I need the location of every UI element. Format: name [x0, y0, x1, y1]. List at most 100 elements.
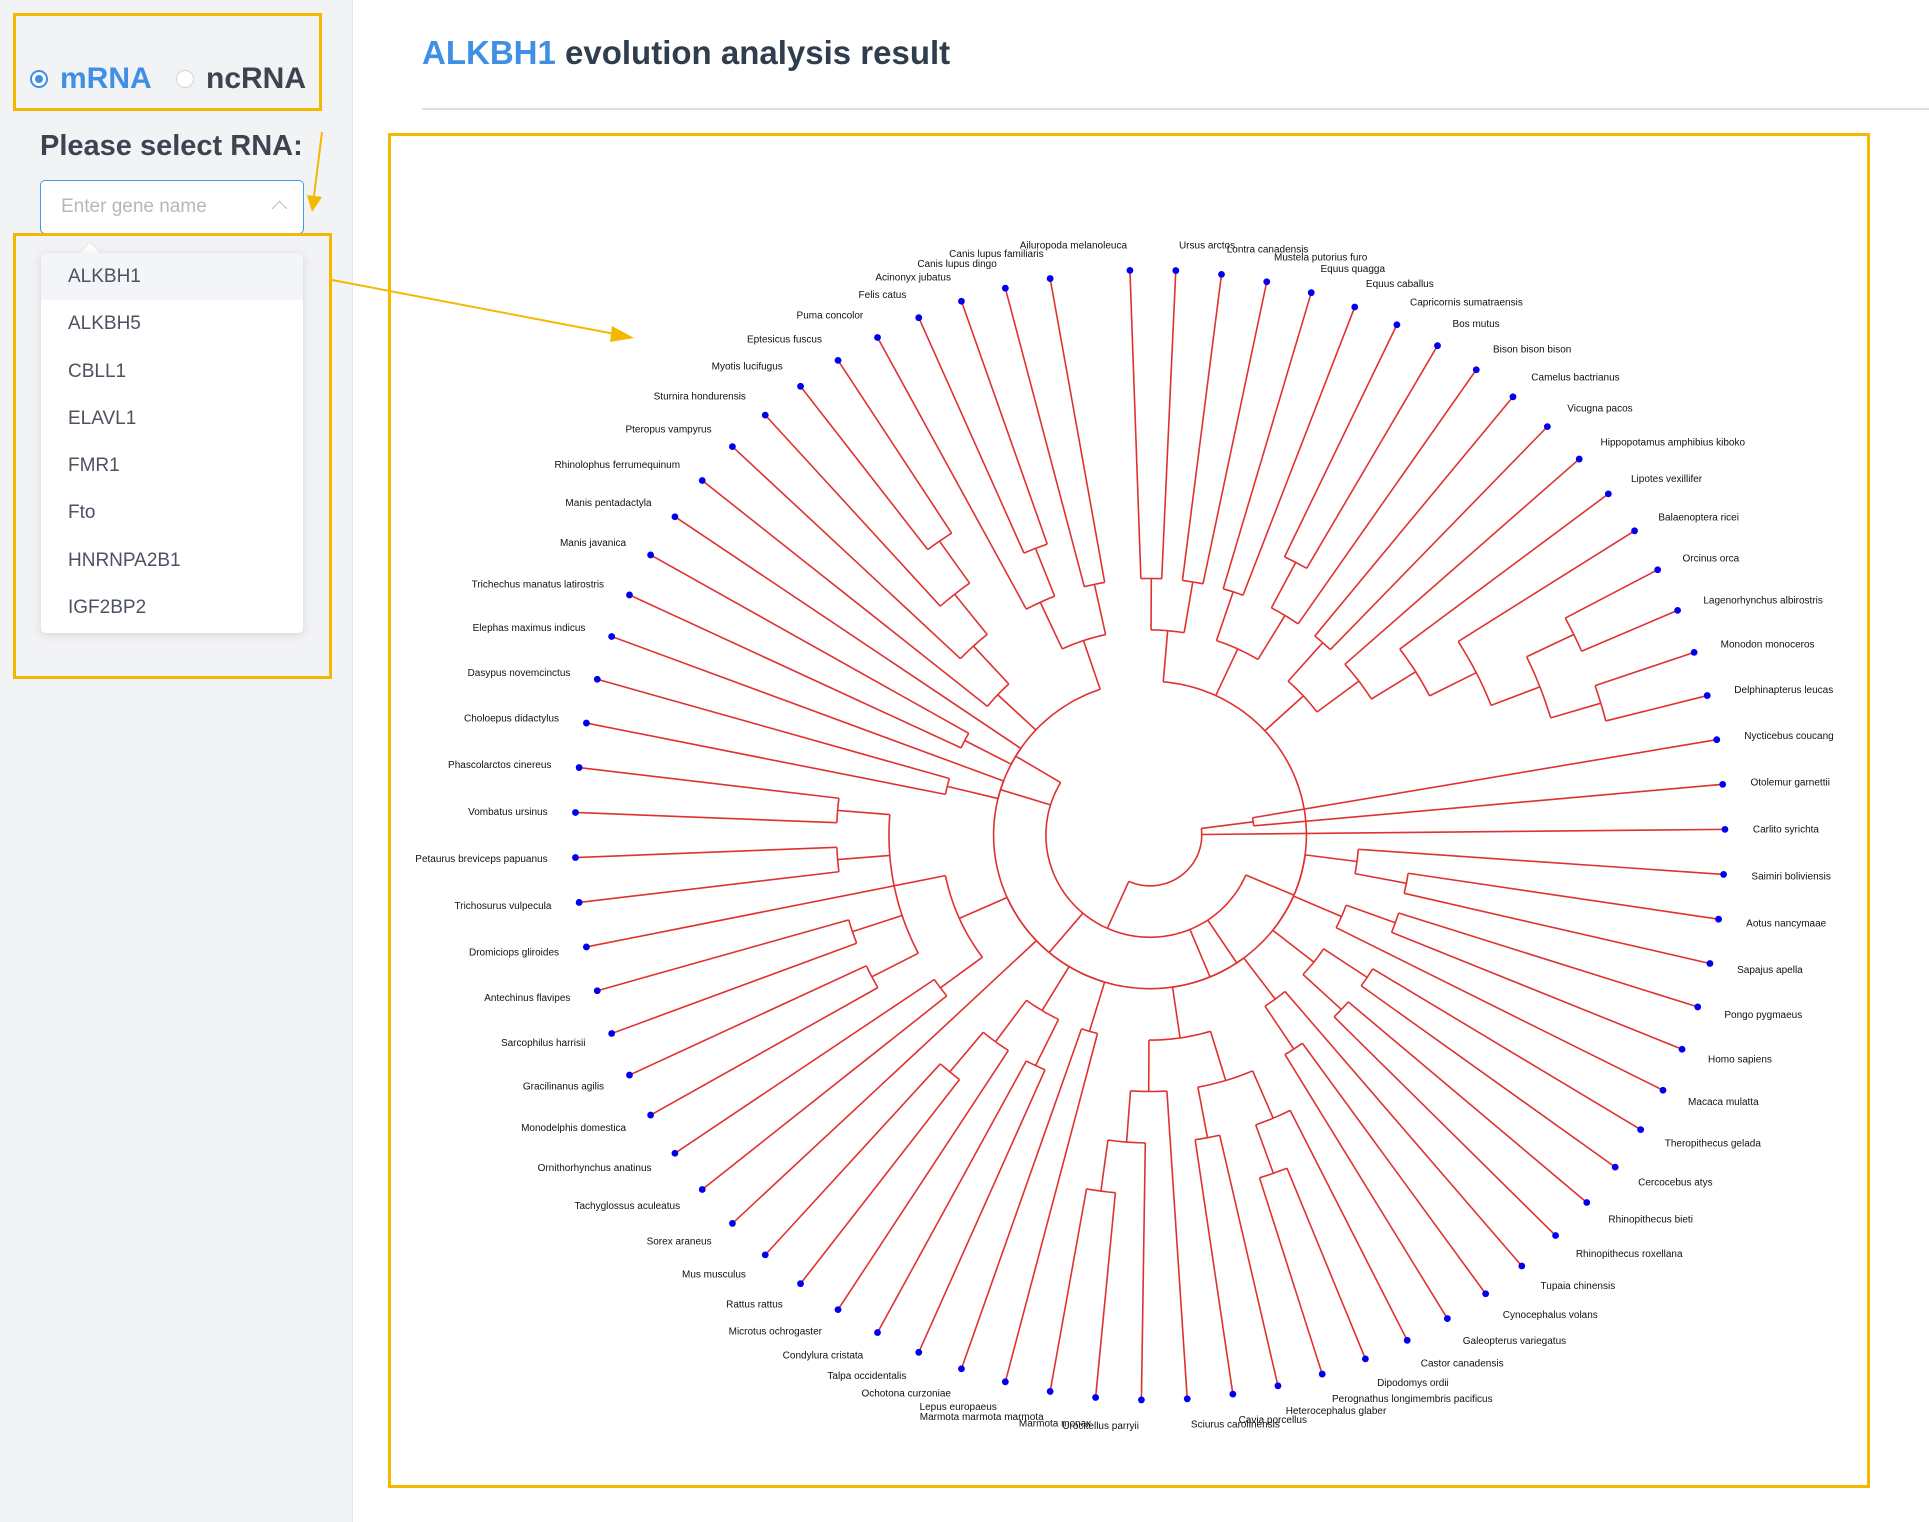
tip-node — [1434, 342, 1441, 350]
gene-option[interactable]: ALKBH1 — [41, 253, 303, 301]
tree-arc — [1390, 912, 1400, 933]
tip-label: Manis javanica — [560, 538, 627, 549]
gene-option[interactable]: HNRNPA2B1 — [68, 549, 181, 571]
tree-arc — [986, 683, 1010, 707]
tree-arc — [1150, 629, 1185, 634]
gene-option[interactable]: Fto — [68, 502, 96, 524]
tree-arc — [1197, 1070, 1253, 1088]
tip-node — [1659, 1086, 1667, 1094]
gene-search-input[interactable] — [59, 195, 263, 219]
tree-arc — [1399, 648, 1431, 697]
gene-select[interactable] — [40, 180, 304, 234]
tip-node — [1001, 284, 1009, 292]
radio-mrna-label: mRNA — [60, 62, 152, 95]
tip-node — [1318, 1370, 1326, 1378]
tree-branch — [1215, 648, 1239, 696]
page-title: ALKBH1 evolution analysis result — [422, 34, 950, 72]
tip-label: Orcinus orca — [1683, 553, 1740, 564]
tree-branch — [1564, 569, 1659, 619]
tree-arc — [1195, 1134, 1220, 1141]
tree-branch — [837, 854, 890, 861]
gene-option[interactable]: ALKBH5 — [68, 313, 141, 335]
tree-branch — [1344, 458, 1580, 665]
tree-arc — [888, 814, 920, 954]
gene-option[interactable]: FMR1 — [68, 455, 120, 477]
tree-branch — [1166, 1090, 1189, 1399]
tip-label: Perognathus longimembris pacificus — [1332, 1394, 1493, 1405]
tip-node — [761, 1251, 769, 1259]
tree-arc — [1149, 1030, 1211, 1041]
tree-branch — [997, 694, 1037, 731]
tree-branch — [1333, 1016, 1557, 1237]
tip-label: Pteropus vampyrus — [625, 425, 711, 436]
tree-branch — [1287, 642, 1324, 682]
tree-branch — [1258, 1177, 1323, 1375]
tip-label: Equus quagga — [1321, 264, 1386, 275]
tip-label: Manis pentadactyla — [565, 498, 652, 509]
tip-label: Mus musculus — [682, 1269, 746, 1280]
tree-branch — [1399, 493, 1609, 650]
tip-label: Trichechus manatus latirostris — [472, 580, 604, 591]
tree-arc — [1354, 849, 1359, 874]
tip-node — [1721, 825, 1729, 833]
tip-node — [583, 943, 590, 951]
tree-branch — [799, 1079, 961, 1285]
tree-branch — [650, 554, 970, 735]
tree-arc — [960, 732, 970, 749]
tip-node — [671, 513, 679, 521]
tip-label: Dasypus novemcinctus — [468, 668, 571, 679]
annotation-arrow-right — [331, 279, 616, 335]
tree-branch — [1125, 1090, 1132, 1143]
tree-branches — [575, 270, 1725, 1400]
tree-arc — [1259, 1167, 1288, 1179]
radio-mrna[interactable]: mRNA — [30, 62, 152, 96]
tip-node — [1126, 266, 1134, 274]
tree-branch — [1194, 1139, 1234, 1395]
tip-label: Dipodomys ordii — [1377, 1378, 1449, 1389]
tip-label: Microtus ochrogaster — [729, 1326, 823, 1337]
tree-branch — [579, 870, 839, 904]
title-divider — [422, 108, 1929, 110]
tip-node — [572, 809, 579, 816]
tree-branch — [1301, 1042, 1487, 1295]
tip-label: Marmota marmota marmota — [920, 1412, 1044, 1423]
tree-branch — [1100, 1140, 1109, 1192]
tree-arc — [939, 582, 971, 607]
tip-label: Sorex araneus — [647, 1236, 712, 1247]
tip-node — [1552, 1232, 1559, 1239]
tip-node — [1393, 321, 1401, 329]
tree-branch — [1201, 828, 1725, 836]
tree-arc — [1287, 680, 1318, 713]
tree-branch — [1209, 1031, 1227, 1081]
tip-node — [958, 1365, 965, 1373]
tip-node — [1046, 275, 1054, 282]
tree-branch — [1041, 966, 1070, 1011]
tree-branch — [1358, 848, 1724, 876]
gene-dropdown: ALKBH1 ALKBH5 CBLL1 ELAVL1 FMR1 Fto HNRNPA2B1 I… — [41, 253, 303, 633]
tree-arc — [1335, 904, 1347, 929]
tip-label: Aotus nancymaae — [1746, 918, 1826, 929]
tree-branch — [1140, 1142, 1147, 1400]
tree-branch — [1129, 270, 1142, 579]
tree-branch — [1222, 292, 1313, 590]
gene-option[interactable]: CBLL1 — [68, 360, 127, 382]
tip-node — [593, 675, 601, 683]
tree-branch — [1391, 931, 1683, 1051]
tip-node — [572, 854, 579, 861]
tree-branch — [629, 965, 867, 1076]
tip-node — [1443, 1315, 1451, 1322]
tip-label: Lontra canadensis — [1227, 245, 1309, 256]
tip-node — [729, 443, 736, 450]
radio-ncrna[interactable]: ncRNA — [176, 62, 306, 96]
tree-branch — [1088, 981, 1106, 1032]
gene-option[interactable]: IGF2BP2 — [68, 597, 147, 619]
tree-arc — [1314, 635, 1331, 651]
tree-branch — [1286, 1167, 1367, 1360]
tip-label: Hippopotamus amphibius kiboko — [1601, 438, 1746, 449]
tip-node — [1307, 289, 1315, 297]
tip-node — [915, 314, 923, 322]
tree-branch — [960, 1028, 1083, 1370]
gene-option[interactable]: ELAVL1 — [68, 407, 137, 429]
tree-branch — [893, 874, 946, 887]
tip-node — [1678, 1045, 1686, 1053]
